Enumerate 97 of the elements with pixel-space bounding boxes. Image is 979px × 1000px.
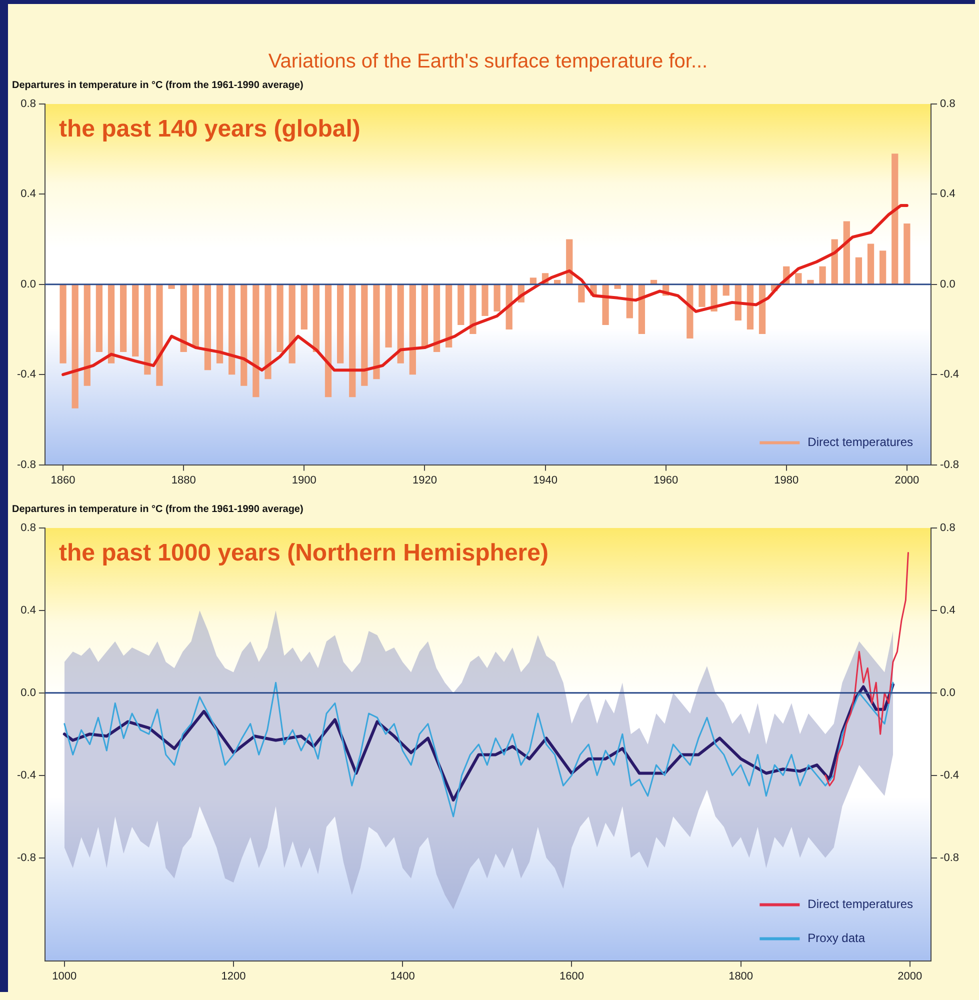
- bar: [204, 284, 212, 370]
- bar: [892, 154, 898, 284]
- x-tick-label: 1880: [171, 474, 196, 486]
- y2-tick-label: -0.8: [940, 852, 960, 864]
- bar: [686, 284, 694, 339]
- bar: [746, 284, 754, 330]
- bar: [470, 284, 476, 334]
- bar: [722, 284, 730, 296]
- y-tick-label: 0.8: [20, 522, 36, 534]
- bar: [421, 284, 428, 348]
- bar: [168, 284, 175, 289]
- bar: [758, 284, 766, 334]
- bar: [288, 284, 296, 364]
- bar: [72, 284, 78, 408]
- x-tick-label: 1900: [292, 474, 316, 486]
- bar: [855, 257, 862, 284]
- bar: [433, 284, 440, 352]
- bar: [698, 284, 706, 307]
- bar: [180, 284, 187, 352]
- x-tick-label: 1000: [52, 970, 77, 982]
- text: the past 1000 years (Northern Hemisphere): [58, 540, 548, 567]
- bar: [300, 284, 308, 330]
- x-tick-label: 1940: [533, 474, 558, 486]
- legend-label: Direct temperatures: [808, 435, 914, 450]
- y-tick-label: -0.4: [16, 769, 36, 782]
- bar: [843, 221, 850, 284]
- y-tick-label: 0.8: [20, 98, 36, 110]
- legend-label: Proxy data: [808, 931, 866, 946]
- bar: [312, 284, 320, 352]
- x-tick-label: 1920: [412, 474, 437, 486]
- bar: [578, 284, 585, 302]
- bar: [880, 250, 886, 284]
- bar: [324, 284, 332, 398]
- bar: [614, 284, 621, 289]
- y-tick-label: 0.4: [20, 188, 36, 200]
- x-tick-label: 1860: [50, 474, 76, 486]
- x-tick-label: 1200: [221, 970, 246, 982]
- bar: [458, 284, 464, 325]
- bar: [60, 284, 66, 364]
- legend-label: Direct temperatures: [808, 897, 914, 912]
- bar: [84, 284, 90, 386]
- y-tick-label: -0.8: [16, 458, 36, 471]
- x-tick-label: 1980: [774, 474, 799, 486]
- x-tick-label: 1800: [728, 970, 754, 982]
- bar: [120, 284, 127, 352]
- bar: [96, 284, 103, 352]
- y-axis-title: Departures in temperature in °C (from the 1961-1990 average): [12, 504, 304, 515]
- bar: [482, 284, 488, 316]
- bar: [602, 284, 609, 325]
- bar: [385, 284, 392, 348]
- y2-tick-label: -0.8: [940, 458, 960, 471]
- bar: [156, 284, 163, 386]
- y-tick-label: 0.0: [20, 686, 36, 699]
- bar: [409, 284, 416, 375]
- x-tick-label: 1960: [654, 474, 678, 486]
- y-tick-label: 0.0: [20, 278, 36, 290]
- x-tick-label: 2000: [898, 970, 922, 982]
- bar: [795, 273, 802, 284]
- y-tick-label: -0.4: [16, 368, 36, 381]
- bar: [216, 284, 224, 364]
- bar: [264, 284, 272, 380]
- bar: [494, 284, 500, 312]
- y2-tick-label: 0.4: [940, 604, 956, 616]
- bar: [276, 284, 284, 352]
- x-tick-label: 1600: [559, 970, 584, 982]
- text: the past 140 years (global): [58, 116, 360, 143]
- x-tick-label: 2000: [894, 474, 920, 486]
- y2-tick-label: -0.4: [940, 368, 960, 381]
- bar: [361, 284, 368, 386]
- bar: [228, 284, 236, 375]
- chart-title: Variations of the Earth's surface temperature for...: [268, 50, 708, 73]
- bar: [108, 284, 115, 364]
- bar: [252, 284, 260, 398]
- bar: [132, 284, 139, 357]
- bar: [144, 284, 151, 375]
- bar: [638, 284, 646, 334]
- x-tick-label: 1400: [390, 970, 415, 982]
- bar: [867, 244, 874, 284]
- y2-tick-label: 0.8: [940, 98, 956, 110]
- y2-tick-label: 0.0: [940, 686, 956, 699]
- y-tick-label: -0.8: [16, 852, 36, 864]
- bar: [240, 284, 248, 386]
- bar: [349, 284, 356, 398]
- bar: [337, 284, 344, 364]
- y-tick-label: 0.4: [20, 604, 36, 616]
- y2-tick-label: 0.8: [940, 522, 956, 534]
- bar: [192, 284, 199, 348]
- bar: [530, 278, 537, 284]
- y-axis-title: Departures in temperature in °C (from the 1961-1990 average): [12, 80, 304, 91]
- bar: [397, 284, 404, 364]
- bar: [904, 224, 910, 284]
- bar: [373, 284, 380, 380]
- y2-tick-label: -0.4: [940, 769, 960, 782]
- bar: [819, 266, 826, 284]
- y2-tick-label: 0.4: [940, 188, 956, 200]
- y2-tick-label: 0.0: [940, 278, 956, 290]
- bar: [446, 284, 452, 348]
